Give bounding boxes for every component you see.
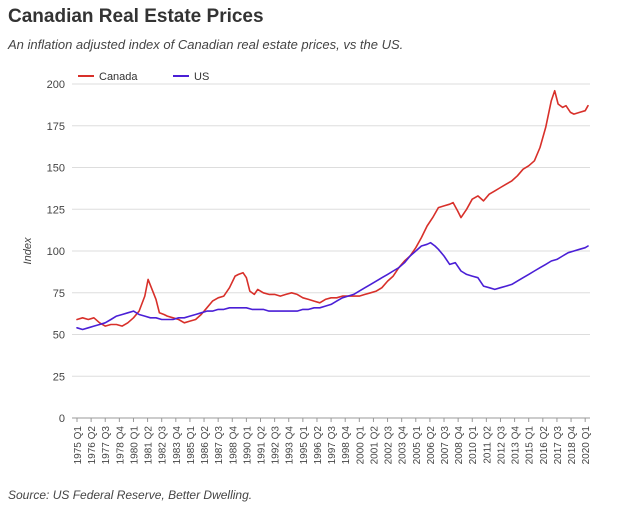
legend-label-canada: Canada	[99, 71, 138, 83]
x-tick-label: 2005 Q1	[412, 426, 423, 465]
x-tick-label: 1981 Q2	[144, 426, 155, 465]
x-tick-label: 2020 Q1	[581, 426, 592, 465]
x-tick-label: 2012 Q3	[496, 426, 507, 465]
x-tick-label: 2011 Q2	[482, 426, 493, 464]
y-tick-label: 0	[59, 413, 65, 425]
x-tick-label: 1983 Q4	[172, 426, 183, 465]
y-tick-label: 150	[47, 163, 65, 175]
x-tick-label: 2006 Q2	[426, 426, 437, 465]
y-tick-label: 75	[53, 288, 65, 300]
x-tick-label: 1987 Q3	[214, 426, 225, 465]
x-tick-label: 1975 Q1	[73, 426, 84, 465]
x-tick-label: 1982 Q3	[158, 426, 169, 465]
x-axis-ticks: 1975 Q1 1976 Q2 1977 Q3 1978 Q4 1980 Q1 1981 …	[73, 418, 592, 464]
x-tick-label: 1985 Q1	[186, 426, 197, 465]
y-axis-ticks: 0 25 50 75 100 125 150 175 200	[47, 79, 65, 425]
x-tick-label: 2002 Q3	[384, 426, 395, 465]
x-tick-label: 1997 Q3	[327, 426, 338, 465]
x-tick-label: 2001 Q2	[369, 426, 380, 465]
y-tick-label: 125	[47, 204, 65, 216]
legend-label-us: US	[194, 71, 209, 83]
x-tick-label: 2010 Q1	[468, 426, 479, 465]
series-line-us	[76, 241, 589, 331]
source-note: Source: US Federal Reserve, Better Dwell…	[8, 488, 253, 502]
x-tick-label: 1977 Q3	[101, 426, 112, 465]
x-tick-label: 2003 Q4	[398, 426, 409, 465]
chart-subtitle: An inflation adjusted index of Canadian …	[8, 37, 404, 52]
y-tick-label: 50	[53, 330, 65, 342]
y-axis-label: Index	[22, 237, 34, 264]
x-tick-label: 1990 Q1	[242, 426, 253, 465]
x-tick-label: 2008 Q4	[454, 426, 465, 465]
x-tick-label: 1996 Q2	[313, 426, 324, 465]
y-tick-label: 100	[47, 246, 65, 258]
x-tick-label: 1978 Q4	[115, 426, 126, 465]
series-line-canada	[76, 89, 589, 327]
legend: Canada US	[78, 71, 209, 83]
x-tick-label: 2015 Q1	[525, 426, 536, 465]
gridlines	[72, 83, 590, 419]
x-tick-label: 1988 Q4	[228, 426, 239, 465]
x-tick-label: 2017 Q3	[553, 426, 564, 465]
x-tick-label: 1980 Q1	[129, 426, 140, 465]
x-tick-label: 1995 Q1	[299, 426, 310, 465]
x-tick-label: 2018 Q4	[567, 426, 578, 465]
y-tick-label: 175	[47, 121, 65, 133]
x-tick-label: 2013 Q4	[511, 426, 522, 465]
x-tick-label: 1991 Q2	[257, 426, 268, 465]
x-tick-label: 1976 Q2	[87, 426, 98, 465]
x-tick-label: 2007 Q3	[440, 426, 451, 465]
x-tick-label: 1993 Q4	[285, 426, 296, 465]
x-tick-label: 2016 Q2	[539, 426, 550, 465]
y-tick-label: 25	[53, 371, 65, 383]
data-series	[76, 89, 589, 331]
page-title: Canadian Real Estate Prices	[8, 6, 264, 27]
x-tick-label: 2000 Q1	[355, 426, 366, 465]
y-tick-label: 200	[47, 79, 65, 91]
x-tick-label: 1992 Q3	[271, 426, 282, 465]
x-tick-label: 1998 Q4	[341, 426, 352, 465]
x-tick-label: 1986 Q2	[200, 426, 211, 465]
